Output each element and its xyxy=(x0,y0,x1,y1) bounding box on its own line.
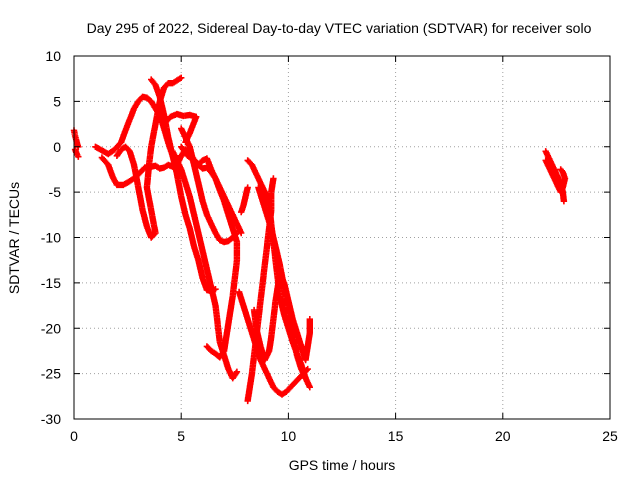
data-point-markers xyxy=(244,175,277,405)
series-arc-14 xyxy=(250,270,313,364)
chart-title: Day 295 of 2022, Sidereal Day-to-day VTE… xyxy=(87,20,592,36)
data-point-markers xyxy=(235,288,311,398)
axis-ticks: 0 5 10 15 20 25 -30 -25 -20 -15 -10 -5 0 5 10 xyxy=(41,48,618,444)
y-tick-label: -15 xyxy=(41,275,61,291)
y-tick-label: 10 xyxy=(45,48,61,64)
data-point-markers xyxy=(542,157,569,196)
data-point-markers xyxy=(160,110,200,146)
x-axis-label: GPS time / hours xyxy=(289,457,396,473)
y-axis-label: SDTVAR / TECUs xyxy=(6,182,22,294)
series-arc-8 xyxy=(178,143,241,361)
series-arc-16 xyxy=(542,157,569,196)
data-point-markers xyxy=(178,143,241,361)
y-tick-label: -20 xyxy=(41,320,61,336)
series-arc-5 xyxy=(160,110,200,146)
y-tick-label: 5 xyxy=(53,93,61,109)
x-tick-label: 10 xyxy=(281,428,297,444)
y-tick-label: -5 xyxy=(49,184,62,200)
x-tick-label: 20 xyxy=(495,428,511,444)
series-arc-6 xyxy=(169,148,241,382)
y-tick-label: 0 xyxy=(53,139,61,155)
data-point-markers xyxy=(169,148,241,382)
series-arc-11 xyxy=(244,175,277,405)
x-tick-label: 5 xyxy=(177,428,185,444)
data-point-markers xyxy=(238,184,251,216)
data-point-markers xyxy=(250,270,313,364)
y-tick-label: -10 xyxy=(41,230,61,246)
y-tick-label: -25 xyxy=(41,366,61,382)
data-series xyxy=(70,74,569,405)
series-arc-12 xyxy=(235,288,311,398)
x-tick-label: 25 xyxy=(602,428,618,444)
y-tick-label: -30 xyxy=(41,411,61,427)
series-arc-0b xyxy=(71,146,82,160)
series-arc-9 xyxy=(238,184,251,216)
data-point-markers xyxy=(71,146,82,160)
x-tick-label: 15 xyxy=(388,428,404,444)
x-tick-label: 0 xyxy=(70,428,78,444)
